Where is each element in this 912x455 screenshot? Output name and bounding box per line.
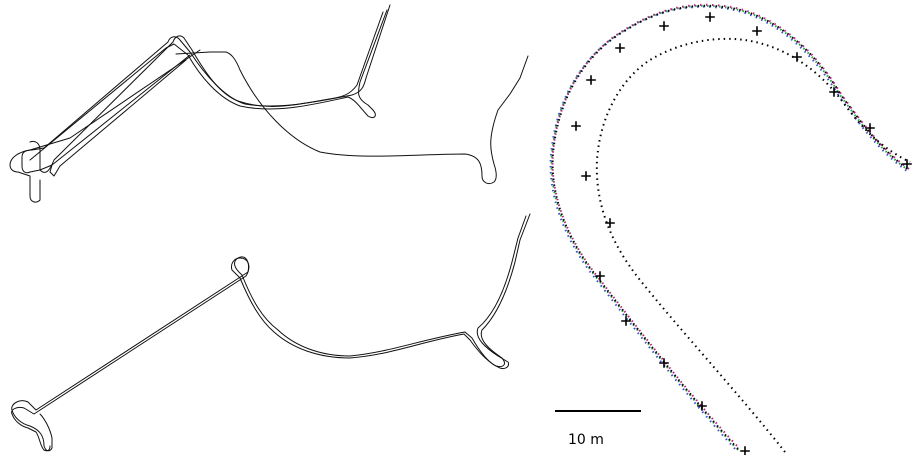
- dotted-trace-magenta: [551, 3, 910, 450]
- plus-markers: [571, 12, 912, 455]
- panel-bottom-left-trajectories: [11, 213, 531, 452]
- plus-marker-icon: [902, 159, 912, 169]
- plus-marker-icon: [605, 218, 615, 228]
- plus-marker-icon: [621, 316, 631, 326]
- plus-marker-icon: [615, 43, 625, 53]
- plus-marker-icon: [659, 21, 669, 31]
- panel-right-zoomed-curve: 10 m: [549, 3, 912, 455]
- scale-bar-label: 10 m: [568, 432, 604, 448]
- plus-marker-icon: [740, 446, 750, 455]
- plus-marker-icon: [659, 358, 669, 368]
- plus-marker-icon: [705, 12, 715, 22]
- plus-marker-icon: [586, 75, 596, 85]
- plus-marker-icon: [829, 87, 839, 97]
- trajectory-path-3: [29, 11, 384, 173]
- plus-marker-icon: [792, 52, 802, 62]
- dotted-trace-black-outer: [551, 4, 910, 451]
- plus-marker-icon: [571, 121, 581, 131]
- trajectory-path-2: [29, 9, 388, 161]
- dotted-trace-green: [550, 4, 909, 451]
- trajectory-smooth-2: [11, 215, 527, 452]
- dotted-trace-blue: [549, 5, 908, 452]
- trajectory-smooth-1: [11, 213, 531, 452]
- plus-marker-icon: [865, 123, 875, 133]
- dotted-trace-black-inner: [595, 37, 911, 453]
- trajectory-path-1: [21, 4, 391, 174]
- plus-marker-icon: [595, 271, 605, 281]
- panel-top-left-trajectories: [9, 4, 529, 203]
- scale-bar: 10 m: [555, 410, 641, 448]
- plus-marker-icon: [752, 26, 762, 36]
- plus-marker-icon: [581, 171, 591, 181]
- trajectory-path-4: [175, 51, 529, 185]
- plus-marker-icon: [697, 401, 707, 411]
- trajectory-path-6: [9, 49, 201, 203]
- trajectory-path-5: [49, 59, 187, 177]
